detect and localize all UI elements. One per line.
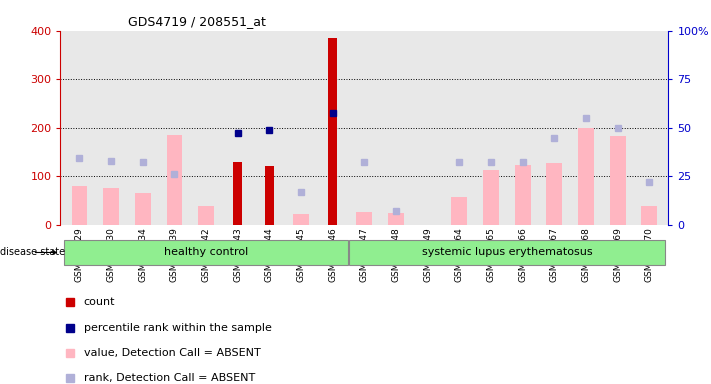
Bar — [293, 214, 309, 225]
Text: systemic lupus erythematosus: systemic lupus erythematosus — [422, 247, 592, 257]
Bar — [135, 193, 151, 225]
Text: disease state: disease state — [0, 247, 65, 258]
Bar — [233, 162, 242, 225]
Bar — [265, 167, 274, 225]
Bar — [198, 206, 214, 225]
Text: count: count — [83, 297, 115, 307]
Bar — [451, 197, 467, 225]
Bar — [356, 212, 373, 225]
Bar — [641, 206, 657, 225]
Bar — [72, 186, 87, 225]
Text: percentile rank within the sample: percentile rank within the sample — [83, 323, 272, 333]
Text: rank, Detection Call = ABSENT: rank, Detection Call = ABSENT — [83, 373, 255, 383]
Bar — [328, 38, 337, 225]
Bar — [64, 240, 348, 265]
Bar — [388, 212, 404, 225]
Bar — [349, 240, 665, 265]
Text: value, Detection Call = ABSENT: value, Detection Call = ABSENT — [83, 348, 260, 358]
Bar — [547, 162, 562, 225]
Bar — [166, 135, 182, 225]
Bar — [483, 170, 499, 225]
Bar — [610, 136, 626, 225]
Bar — [103, 188, 119, 225]
Text: GDS4719 / 208551_at: GDS4719 / 208551_at — [128, 15, 266, 28]
Bar — [578, 128, 594, 225]
Text: healthy control: healthy control — [164, 247, 248, 257]
Bar — [515, 166, 530, 225]
